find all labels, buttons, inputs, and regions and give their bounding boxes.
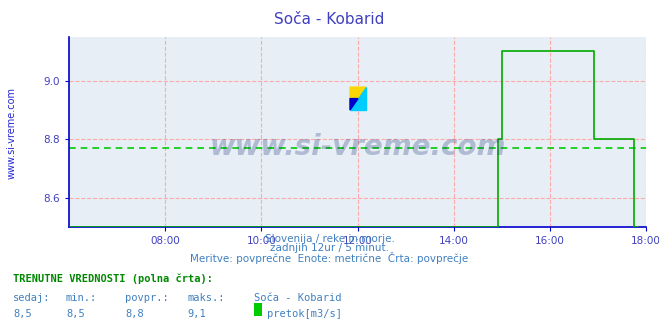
Text: Soča - Kobarid: Soča - Kobarid <box>274 12 385 27</box>
Text: min.:: min.: <box>66 293 97 303</box>
Polygon shape <box>350 99 358 110</box>
Text: Soča - Kobarid: Soča - Kobarid <box>254 293 341 303</box>
Polygon shape <box>350 87 366 110</box>
Text: Slovenija / reke in morje.: Slovenija / reke in morje. <box>264 234 395 244</box>
Text: www.si-vreme.com: www.si-vreme.com <box>7 87 17 179</box>
Polygon shape <box>350 87 366 110</box>
Text: 8,5: 8,5 <box>13 309 32 319</box>
Text: TRENUTNE VREDNOSTI (polna črta):: TRENUTNE VREDNOSTI (polna črta): <box>13 274 213 285</box>
Text: zadnjih 12ur / 5 minut.: zadnjih 12ur / 5 minut. <box>270 243 389 253</box>
Text: povpr.:: povpr.: <box>125 293 169 303</box>
Text: www.si-vreme.com: www.si-vreme.com <box>210 133 505 161</box>
Text: 8,8: 8,8 <box>125 309 144 319</box>
Text: maks.:: maks.: <box>188 293 225 303</box>
Text: pretok[m3/s]: pretok[m3/s] <box>267 309 342 319</box>
Text: Meritve: povprečne  Enote: metrične  Črta: povprečje: Meritve: povprečne Enote: metrične Črta:… <box>190 252 469 264</box>
Text: 9,1: 9,1 <box>188 309 206 319</box>
Text: sedaj:: sedaj: <box>13 293 51 303</box>
Text: 8,5: 8,5 <box>66 309 84 319</box>
